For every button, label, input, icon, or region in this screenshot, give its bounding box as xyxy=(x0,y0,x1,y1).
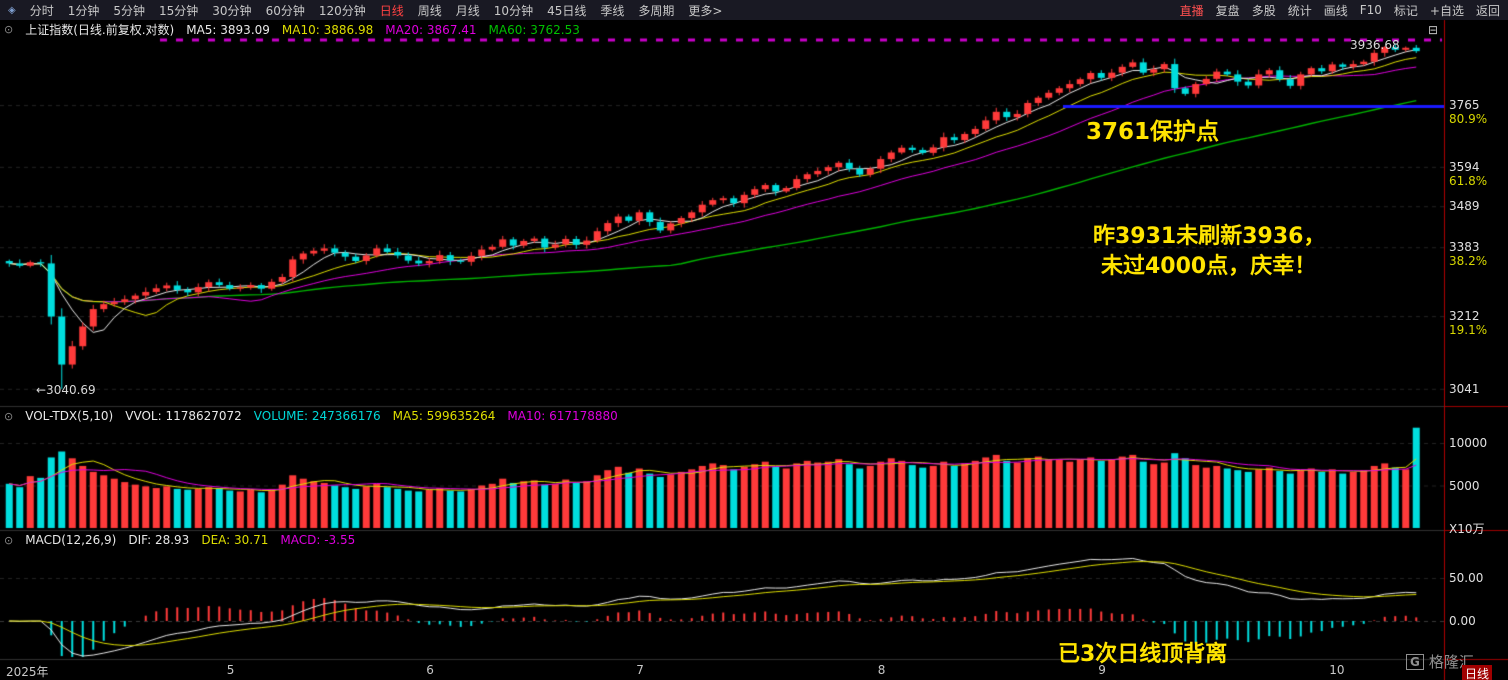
volume-header-item-1: VOL-TDX(5,10) xyxy=(25,409,114,423)
toolbar-period-12[interactable]: 45日线 xyxy=(547,3,587,18)
toolbar-period-2[interactable]: 1分钟 xyxy=(67,3,100,18)
main-chart-header: ⊙ 上证指数(日线.前复权.对数) MA5: 3893.09 MA10: 3886… xyxy=(4,21,580,38)
volume-header-item-3: VOLUME: 247366176 xyxy=(253,409,381,423)
ma-value-2: MA10: 3886.98 xyxy=(281,22,374,37)
toolbar-action-5[interactable]: 画线 xyxy=(1323,3,1348,18)
app-logo-icon: ◈ xyxy=(8,4,16,16)
toolbar-action-9[interactable]: 返回 xyxy=(1475,3,1500,18)
toolbar-period-3[interactable]: 5分钟 xyxy=(113,3,145,18)
note-annotation-line2: 未过4000点，庆幸！ xyxy=(1101,254,1317,279)
toolbar-action-2[interactable]: 复盘 xyxy=(1215,3,1240,18)
toolbar-action-6[interactable]: F10 xyxy=(1359,3,1382,17)
instrument-title: 上证指数(日线.前复权.对数) xyxy=(25,23,175,37)
toolbar-action-8[interactable]: +自选 xyxy=(1429,3,1464,18)
toolbar-period-13[interactable]: 季线 xyxy=(600,3,625,18)
macd-header-item-1: MACD(12,26,9) xyxy=(25,533,117,547)
period-toolbar: ◈ 分时 1分钟 5分钟 15分钟 30分钟 60分钟 120分钟 日线 周线 月线 10分钟 45日… xyxy=(0,0,1508,20)
toolbar-period-15[interactable]: 更多> xyxy=(688,3,723,18)
ma-value-4: MA60: 3762.53 xyxy=(488,22,580,37)
toolbar-period-10[interactable]: 月线 xyxy=(455,3,480,18)
toolbar-period-5[interactable]: 30分钟 xyxy=(212,3,252,18)
macd-divergence-annotation: 已3次日线顶背离 xyxy=(1058,642,1228,667)
toolbar-period-7[interactable]: 120分钟 xyxy=(318,3,366,18)
gelonghui-logo-icon: G xyxy=(1406,653,1424,670)
toolbar-period-4[interactable]: 15分钟 xyxy=(159,3,199,18)
toolbar-period-14[interactable]: 多周期 xyxy=(638,3,675,18)
protect-point-annotation: 3761保护点 xyxy=(1086,119,1220,145)
ma-value-1: MA5: 3893.09 xyxy=(186,22,270,37)
toolbar-action-4[interactable]: 统计 xyxy=(1287,3,1312,18)
indicator-toggle-icon[interactable]: ⊙ xyxy=(4,23,14,36)
toolbar-period-6[interactable]: 60分钟 xyxy=(265,3,305,18)
panel-maximize-icon[interactable]: ⊟ xyxy=(1428,23,1439,37)
toolbar-period-1[interactable]: 分时 xyxy=(29,3,54,18)
toolbar-action-1[interactable]: 直播 xyxy=(1179,3,1204,18)
volume-header-item-2: VVOL: 1178627072 xyxy=(125,409,242,423)
current-period-button[interactable]: 日线 xyxy=(1462,665,1493,680)
ma-value-3: MA20: 3867.41 xyxy=(385,22,477,37)
volume-indicator-toggle-icon[interactable]: ⊙ xyxy=(4,409,14,423)
low-price-marker: ←3040.69 xyxy=(36,383,96,397)
macd-header-item-3: DEA: 30.71 xyxy=(201,533,269,547)
volume-panel-header: ⊙ VOL-TDX(5,10) VVOL: 1178627072 VOLUME: 2… xyxy=(4,409,618,423)
toolbar-action-3[interactable]: 多股 xyxy=(1251,3,1276,18)
macd-indicator-toggle-icon[interactable]: ⊙ xyxy=(4,533,14,547)
toolbar-period-8[interactable]: 日线 xyxy=(379,3,404,18)
note-annotation-line1: 昨3931未刷新3936， xyxy=(1093,224,1326,249)
macd-header-item-4: MACD: -3.55 xyxy=(280,533,356,547)
volume-header-item-4: MA5: 599635264 xyxy=(392,409,496,423)
volume-unit-label: X10万 xyxy=(1449,522,1485,536)
high-price-marker: 3936.68 xyxy=(1350,38,1400,52)
macd-panel-header: ⊙ MACD(12,26,9) DIF: 28.93 DEA: 30.71 MACD:… xyxy=(4,533,355,547)
toolbar-period-9[interactable]: 周线 xyxy=(417,3,442,18)
period-toolbar-left: ◈ 分时 1分钟 5分钟 15分钟 30分钟 60分钟 120分钟 日线 周线 月线 10分钟 45日… xyxy=(0,2,1180,19)
toolbar-period-11[interactable]: 10分钟 xyxy=(493,3,534,18)
volume-header-item-5: MA10: 617178880 xyxy=(507,409,618,423)
toolbar-action-7[interactable]: 标记 xyxy=(1393,3,1418,18)
toolbar-actions: 直播 复盘 多股 统计 画线 F10 标记 +自选 返回 xyxy=(1180,2,1508,19)
macd-header-item-2: DIF: 28.93 xyxy=(128,533,190,547)
